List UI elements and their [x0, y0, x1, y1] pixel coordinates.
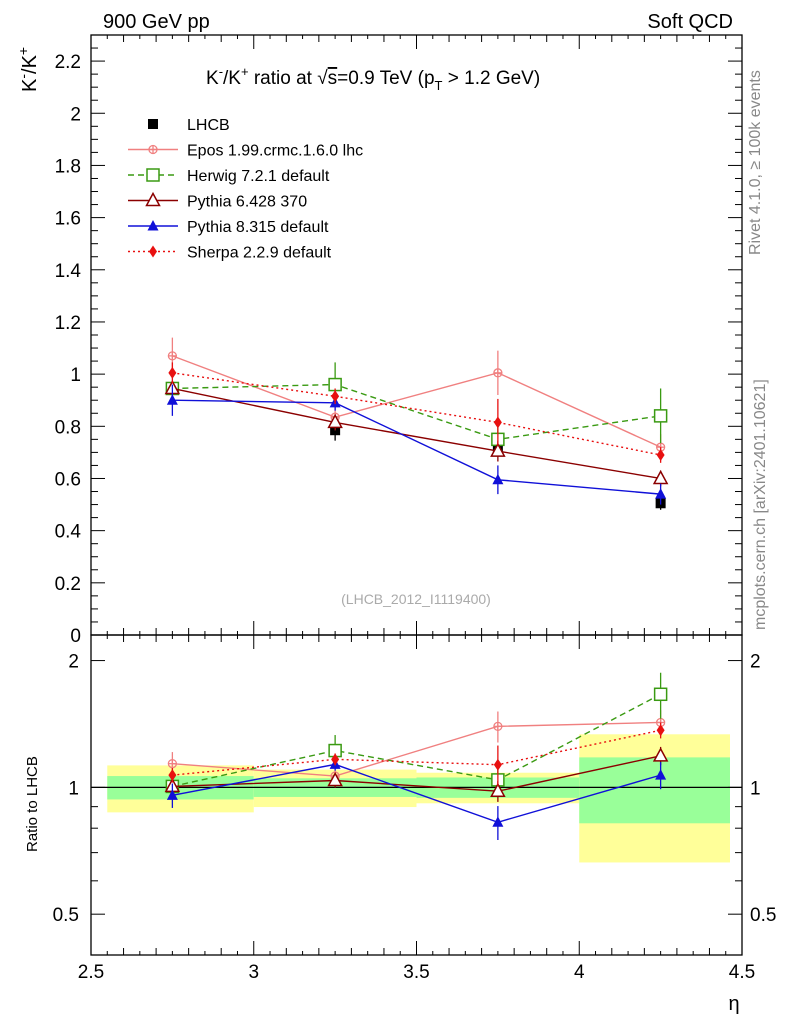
ratio-point — [331, 753, 340, 766]
legend-label: Epos 1.99.crmc.1.6.0 lhc — [187, 143, 363, 160]
header-right: Soft QCD — [647, 11, 733, 33]
ratio-point — [492, 816, 504, 827]
rivet-label: Rivet 4.1.0, ≥ 100k events — [747, 70, 764, 255]
data-point — [655, 488, 667, 499]
series-0 — [167, 337, 666, 788]
y-tick-label: 1.6 — [55, 209, 81, 230]
ratio-point — [653, 687, 668, 702]
y-tick-label: 2 — [70, 104, 81, 125]
series-3 — [166, 384, 667, 841]
data-point — [493, 416, 502, 429]
ratio-point — [327, 771, 343, 787]
legend-item-3: Pythia 8.315 default — [128, 219, 329, 236]
legend-label: Pythia 8.315 default — [187, 219, 329, 236]
series-1 — [165, 362, 668, 794]
ratio-point — [493, 721, 503, 732]
legend-marker — [146, 168, 160, 182]
data-point — [656, 449, 665, 461]
x-tick-label: 3.5 — [403, 962, 429, 983]
legend-label: Sherpa 2.2.9 default — [187, 245, 332, 262]
legend-item-2: Pythia 6.428 370 — [128, 191, 307, 211]
ratio-point — [167, 759, 178, 769]
ratio-series-line — [172, 729, 661, 776]
legend-marker — [148, 119, 158, 129]
y-tick-label: 0.8 — [55, 417, 81, 438]
data-point — [490, 442, 506, 457]
data-point — [167, 351, 178, 361]
ratio-y-tick-label-right: 1 — [750, 778, 761, 799]
ratio-y-axis-label: Ratio to LHCB — [24, 756, 41, 852]
analysis-watermark: (LHCB_2012_I1119400) — [341, 591, 491, 607]
ratio-y-tick-label: 0.5 — [53, 905, 79, 926]
data-point — [492, 473, 504, 485]
x-tick-label: 4.5 — [729, 962, 755, 983]
ratio-point — [655, 769, 667, 780]
data-point — [653, 409, 668, 423]
series-4 — [168, 362, 665, 787]
data-point — [166, 394, 178, 405]
x-tick-label: 4 — [574, 962, 585, 983]
legend-label: LHCB — [187, 117, 230, 134]
y-tick-label: 0.2 — [55, 574, 81, 595]
header-left: 900 GeV pp — [103, 11, 210, 33]
y-tick-label: 0 — [70, 626, 81, 647]
series-line — [172, 383, 661, 441]
axes: 2.5 3 3.5 4 4.5 0 0.2 0.4 0.6 0.8 1 1.2 1.4 1.6 1.8 2 2.… — [53, 34, 776, 983]
legend-marker — [145, 191, 161, 207]
series-line — [172, 372, 661, 456]
series-line — [172, 399, 661, 495]
data-point — [652, 469, 669, 485]
mcplots-label: mcplots.cern.ch [arXiv:2401.10621] — [752, 379, 769, 630]
x-axis-label: η — [728, 993, 739, 1015]
series-2 — [164, 379, 669, 802]
ratio-band-stat-3 — [579, 757, 730, 824]
ratio-series-line — [172, 721, 661, 777]
ratio-point — [168, 769, 177, 782]
ratio-series-line — [172, 763, 661, 823]
ratio-y-tick-label: 1 — [68, 778, 79, 799]
ratio-point — [166, 789, 178, 800]
legend-item-1: Herwig 7.2.1 default — [128, 168, 330, 185]
y-tick-label: 1.8 — [55, 156, 81, 177]
y-tick-label: 2.2 — [55, 52, 81, 73]
data-point — [331, 390, 340, 403]
x-tick-label: 2.5 — [78, 962, 104, 983]
ratio-y-tick-label: 2 — [68, 652, 79, 673]
ratio-point — [493, 758, 502, 771]
legend-marker — [149, 245, 157, 258]
data-point — [493, 368, 503, 378]
legend-label: Herwig 7.2.1 default — [187, 168, 330, 185]
legend-item-0: Epos 1.99.crmc.1.6.0 lhc — [128, 143, 363, 160]
legend: LHCB Epos 1.99.crmc.1.6.0 lhc Herwig 7.2.1… — [128, 117, 363, 262]
y-tick-label: 1.4 — [55, 261, 82, 282]
legend-marker — [147, 220, 159, 231]
legend-marker — [148, 144, 158, 155]
y-tick-label: 0.4 — [55, 522, 82, 543]
ratio-point — [652, 747, 669, 762]
y-tick-label: 1 — [70, 365, 81, 386]
data-point — [168, 366, 177, 379]
legend-label: Pythia 6.428 370 — [187, 194, 307, 211]
x-tick-label: 3 — [248, 962, 259, 983]
legend-item-4: Sherpa 2.2.9 default — [128, 245, 332, 262]
chart-title: K-/K+ ratio at √s=0.9 TeV (pT > 1.2 GeV) — [206, 64, 540, 93]
ratio-point — [656, 724, 665, 737]
ratio-y-tick-label-right: 0.5 — [750, 905, 776, 926]
data-point — [327, 413, 343, 429]
ratio-point — [490, 782, 506, 797]
ratio-series-line — [172, 755, 661, 792]
series-layer — [164, 337, 669, 841]
legend-item-lhcb: LHCB — [148, 117, 230, 134]
y-tick-label: 0.6 — [55, 469, 81, 490]
ratio-y-tick-label-right: 2 — [750, 652, 761, 673]
ratio-uncertainty-bands — [91, 734, 742, 863]
ratio-series-line — [172, 693, 661, 788]
series-line — [172, 387, 661, 480]
y-tick-label: 1.2 — [55, 313, 81, 334]
y-axis-label: K-/K+ — [15, 47, 41, 92]
